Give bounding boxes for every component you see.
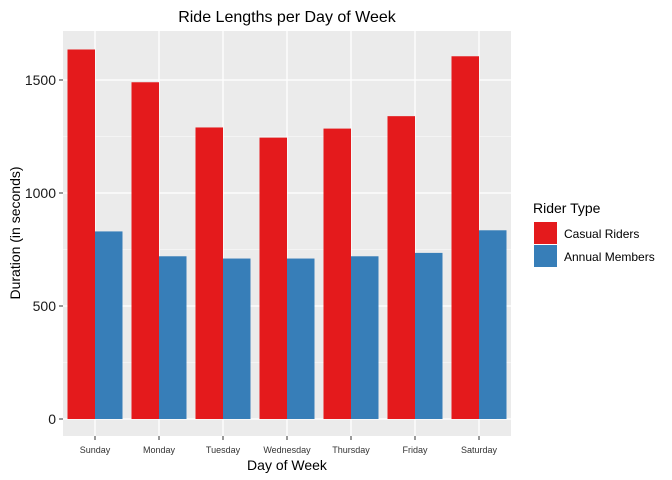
x-tick-label-saturday: Saturday bbox=[461, 445, 498, 455]
y-axis-title: Duration (in seconds) bbox=[7, 166, 23, 299]
bar-casual-riders-friday bbox=[387, 116, 415, 419]
y-tick-label: 1000 bbox=[25, 185, 56, 201]
x-tick-label-wednesday: Wednesday bbox=[263, 445, 311, 455]
y-tick-label: 0 bbox=[48, 411, 56, 427]
legend-swatch-casual-riders bbox=[534, 222, 557, 244]
bar-casual-riders-monday bbox=[131, 82, 159, 419]
bar-annual-members-thursday bbox=[351, 256, 379, 419]
bar-casual-riders-saturday bbox=[451, 56, 479, 420]
x-axis-title: Day of Week bbox=[247, 457, 328, 473]
x-tick-label-monday: Monday bbox=[143, 445, 176, 455]
bars bbox=[67, 49, 507, 420]
legend-swatch-annual-members bbox=[534, 245, 557, 267]
bar-annual-members-monday bbox=[159, 256, 187, 419]
legend-label-casual-riders: Casual Riders bbox=[564, 227, 639, 241]
y-tick-label: 500 bbox=[33, 298, 57, 314]
bar-casual-riders-wednesday bbox=[259, 137, 287, 419]
x-axis-ticks: Sunday Monday Tuesday Wednesday Thursday Frid… bbox=[80, 436, 498, 455]
y-axis-ticks: 0 500 1000 1500 bbox=[25, 72, 63, 427]
x-tick-label-tuesday: Tuesday bbox=[206, 445, 241, 455]
x-tick-label-thursday: Thursday bbox=[332, 445, 370, 455]
legend: Rider Type Casual Riders Annual Members bbox=[533, 200, 655, 267]
y-tick-label: 1500 bbox=[25, 72, 56, 88]
bar-casual-riders-sunday bbox=[67, 49, 95, 420]
bar-annual-members-friday bbox=[415, 252, 443, 419]
chart-title: Ride Lengths per Day of Week bbox=[178, 9, 397, 26]
bar-annual-members-saturday bbox=[479, 230, 507, 419]
bar-annual-members-tuesday bbox=[223, 258, 251, 419]
legend-label-annual-members: Annual Members bbox=[564, 250, 655, 264]
x-tick-label-friday: Friday bbox=[402, 445, 428, 455]
bar-annual-members-sunday bbox=[95, 231, 123, 419]
x-tick-label-sunday: Sunday bbox=[80, 445, 111, 455]
bar-casual-riders-thursday bbox=[323, 128, 351, 419]
bar-casual-riders-tuesday bbox=[195, 127, 223, 420]
legend-title: Rider Type bbox=[533, 200, 601, 216]
bar-annual-members-wednesday bbox=[287, 258, 315, 419]
